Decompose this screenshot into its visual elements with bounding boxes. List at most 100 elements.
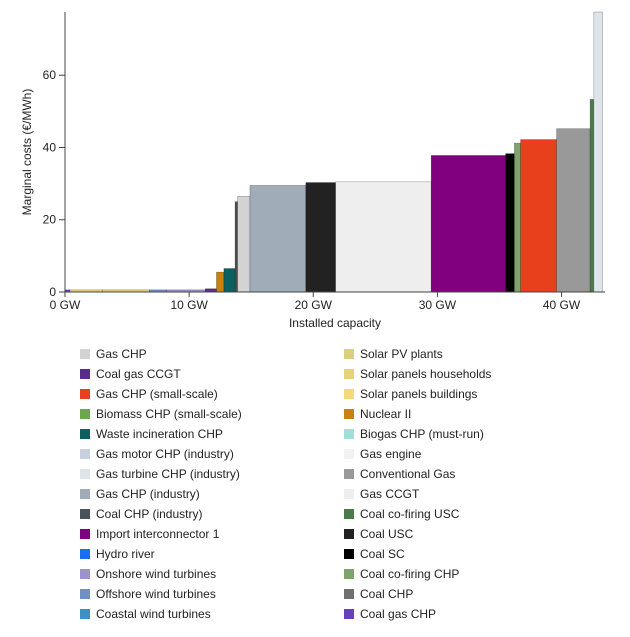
legend-swatch — [80, 369, 90, 379]
legend-swatch — [344, 449, 354, 459]
legend-swatch — [344, 349, 354, 359]
legend-label: Coal gas CCGT — [96, 367, 181, 381]
legend-swatch — [80, 469, 90, 479]
legend-item: Nuclear II — [344, 404, 491, 424]
bar-segment-17 — [556, 128, 591, 293]
legend-label: Conventional Gas — [360, 467, 456, 481]
legend-label: Gas CCGT — [360, 487, 420, 501]
legend-swatch — [80, 589, 90, 599]
legend-item: Coal CHP — [344, 584, 491, 604]
legend-swatch — [344, 569, 354, 579]
legend-item: Solar PV plants — [344, 344, 491, 364]
legend-swatch — [80, 569, 90, 579]
legend-swatch — [80, 489, 90, 499]
plot-area — [64, 11, 603, 293]
legend-item: Gas CHP — [80, 344, 242, 364]
legend-item: Coal gas CCGT — [80, 364, 242, 384]
legend-item: Gas engine — [344, 444, 491, 464]
y-axis-title: Marginal costs (€/MWh) — [20, 89, 34, 216]
legend-swatch — [80, 609, 90, 619]
legend-swatch — [344, 409, 354, 419]
y-axis: 0 20 40 60 — [43, 12, 66, 299]
legend-swatch — [80, 409, 90, 419]
legend-item: Import interconnector 1 — [80, 524, 242, 544]
legend-swatch — [344, 489, 354, 499]
legend-swatch — [344, 369, 354, 379]
legend-item: Coal co-firing CHP — [344, 564, 491, 584]
legend-label: Gas turbine CHP (industry) — [96, 467, 240, 481]
legend-item: Gas CHP (small-scale) — [80, 384, 242, 404]
x-tick-label: 40 GW — [543, 298, 581, 312]
legend-label: Coal gas CHP — [360, 607, 437, 621]
bar-segment-16 — [520, 139, 557, 293]
bar-segment-9 — [237, 195, 251, 293]
bar-segment-13 — [430, 155, 506, 293]
legend-column-right: Solar PV plants Solar panels households So… — [344, 344, 491, 624]
legend-label: Coal co-firing USC — [360, 507, 460, 521]
legend-item: Coal SC — [344, 544, 491, 564]
legend-label: Biogas CHP (must-run) — [360, 427, 484, 441]
legend-item: Onshore wind turbines — [80, 564, 242, 584]
legend-item: Solar panels buildings — [344, 384, 491, 404]
legend-label: Coal co-firing CHP — [360, 567, 460, 581]
legend-swatch — [80, 429, 90, 439]
legend-item: Gas CHP (industry) — [80, 484, 242, 504]
legend-item: Biomass CHP (small-scale) — [80, 404, 242, 424]
legend-item: Offshore wind turbines — [80, 584, 242, 604]
bar-segment-8 — [234, 201, 238, 293]
legend-item: Gas turbine CHP (industry) — [80, 464, 242, 484]
x-tick-label: 0 GW — [50, 298, 81, 312]
x-tick-label: 20 GW — [295, 298, 333, 312]
legend-swatch — [344, 589, 354, 599]
legend-swatch — [80, 509, 90, 519]
legend-item: Biogas CHP (must-run) — [344, 424, 491, 444]
legend-label: Coastal wind turbines — [96, 607, 211, 621]
x-tick-label: 30 GW — [419, 298, 457, 312]
legend-item: Coal USC — [344, 524, 491, 544]
legend-item: Coal co-firing USC — [344, 504, 491, 524]
legend-swatch — [344, 429, 354, 439]
bar-segment-14 — [505, 153, 515, 293]
legend-item: Coal gas CHP — [344, 604, 491, 624]
x-axis: 0 GW 10 GW 20 GW 30 GW 40 GW — [50, 291, 605, 312]
legend-swatch — [80, 389, 90, 399]
bar-segment-6 — [216, 271, 225, 293]
legend-swatch — [344, 549, 354, 559]
y-tick-label: 0 — [49, 285, 56, 299]
bar-segment-7 — [223, 268, 236, 293]
bar-segment-11 — [305, 182, 336, 293]
bar-segment-19 — [593, 11, 603, 293]
bar-segment-18 — [589, 99, 595, 293]
legend-swatch — [344, 509, 354, 519]
bar-segment-15 — [514, 142, 521, 293]
legend-label: Coal CHP — [360, 587, 414, 601]
legend-swatch — [344, 609, 354, 619]
merit-order-chart: 0 GW 10 GW 20 GW 30 GW 40 GW 0 20 40 60 Install… — [20, 11, 605, 330]
legend-label: Coal USC — [360, 527, 414, 541]
bar-segment-10 — [249, 185, 307, 293]
legend-label: Gas CHP (industry) — [96, 487, 200, 501]
legend-item: Coastal wind turbines — [80, 604, 242, 624]
legend-label: Solar panels buildings — [360, 387, 478, 401]
legend-swatch — [80, 549, 90, 559]
legend-label: Import interconnector 1 — [96, 527, 220, 541]
legend-item: Gas motor CHP (industry) — [80, 444, 242, 464]
legend-item: Waste incineration CHP — [80, 424, 242, 444]
legend-label: Biomass CHP (small-scale) — [96, 407, 242, 421]
legend-column-left: Gas CHP Coal gas CCGT Gas CHP (small-scale… — [80, 344, 242, 624]
legend-label: Gas CHP (small-scale) — [96, 387, 218, 401]
legend-label: Offshore wind turbines — [96, 587, 216, 601]
legend-item: Hydro river — [80, 544, 242, 564]
legend-swatch — [344, 469, 354, 479]
legend-item: Conventional Gas — [344, 464, 491, 484]
legend-swatch — [344, 389, 354, 399]
y-tick-label: 20 — [43, 213, 57, 227]
legend-label: Waste incineration CHP — [96, 427, 223, 441]
x-axis-title: Installed capacity — [289, 316, 381, 330]
legend-label: Solar panels households — [360, 367, 492, 381]
legend-item: Coal CHP (industry) — [80, 504, 242, 524]
legend-label: Solar PV plants — [360, 347, 443, 361]
x-tick-label: 10 GW — [170, 298, 208, 312]
bar-segment-12 — [335, 181, 432, 293]
legend-swatch — [80, 449, 90, 459]
